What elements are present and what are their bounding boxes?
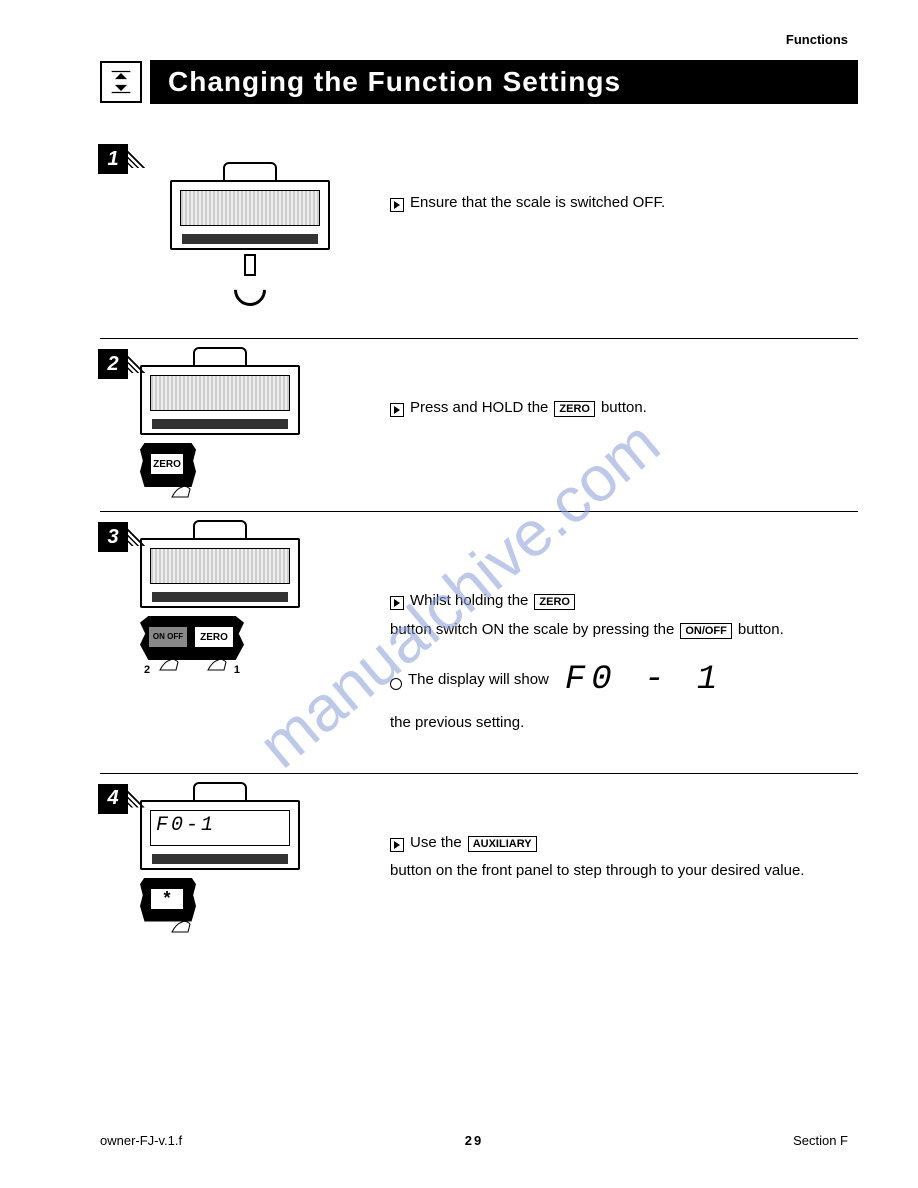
play-bullet-icon	[390, 403, 404, 417]
remote-icon: *	[140, 878, 200, 922]
instruction-text: Whilst holding the ZERO button switch ON…	[390, 530, 858, 749]
page-footer: owner-FJ-v.1.f 29 Section F	[100, 1133, 848, 1148]
step-2: 2 ZERO Press and HOLD the ZERO button.	[100, 339, 858, 512]
text-part: button.	[738, 619, 784, 642]
illustration	[100, 152, 360, 314]
step-number-badge: 1	[98, 144, 134, 180]
instruction-text: Ensure that the scale is switched OFF.	[390, 152, 858, 314]
zero-key-label: ZERO	[534, 594, 575, 610]
text-part: The display will show	[408, 669, 549, 692]
footer-left: owner-FJ-v.1.f	[100, 1133, 182, 1148]
finger-press-icon	[170, 481, 194, 499]
display-readout: F0-1	[156, 814, 216, 837]
text-part: Use the	[410, 832, 462, 855]
text-part: Whilst holding the	[410, 590, 528, 613]
step-number-badge: 3	[98, 522, 134, 558]
finger-press-icon	[170, 916, 194, 934]
zero-button-icon: ZERO	[194, 626, 234, 648]
remote-two-icon: ON OFF ZERO 2 1	[140, 616, 248, 660]
finger-press-icon	[158, 654, 182, 672]
play-bullet-icon	[390, 596, 404, 610]
text-part: button.	[601, 397, 647, 420]
illustration: F0-1 *	[100, 792, 360, 922]
text-part: Press and HOLD the	[410, 397, 548, 420]
remote-icon: ZERO	[140, 443, 200, 487]
instruction-text: Use the AUXILIARY button on the front pa…	[390, 792, 858, 922]
scale-compress-icon	[100, 61, 142, 103]
hook-icon	[230, 254, 270, 314]
text-part: button on the front panel to step throug…	[390, 860, 804, 883]
text-part: the previous setting.	[390, 712, 524, 735]
instruction-text: Press and HOLD the ZERO button.	[390, 357, 858, 487]
title-row: Changing the Function Settings	[100, 60, 858, 104]
header-section-label: Functions	[786, 32, 848, 47]
press-order-1: 1	[234, 664, 240, 676]
zero-button-icon: ZERO	[150, 453, 184, 475]
step-3: 3 ON OFF ZERO 2 1	[100, 512, 858, 774]
onoff-button-icon: ON OFF	[148, 626, 188, 648]
finger-press-icon	[206, 654, 230, 672]
page-number: 29	[465, 1133, 483, 1148]
step-number-badge: 2	[98, 349, 134, 385]
play-bullet-icon	[390, 198, 404, 212]
scale-display-icon	[140, 365, 300, 435]
segment-display-value: F0 - 1	[555, 655, 733, 706]
illustration: ZERO	[100, 357, 360, 487]
step-1: 1 Ensure that the scale is switched OFF.	[100, 134, 858, 339]
auxiliary-key-label: AUXILIARY	[468, 836, 537, 852]
scale-display-icon: F0-1	[140, 800, 300, 870]
step-number-badge: 4	[98, 784, 134, 820]
footer-right: Section F	[793, 1133, 848, 1148]
aux-button-icon: *	[150, 888, 184, 910]
illustration: ON OFF ZERO 2 1	[100, 530, 360, 749]
page-title: Changing the Function Settings	[150, 60, 858, 104]
play-bullet-icon	[390, 838, 404, 852]
step-4: 4 F0-1 * Use the AUXILIARY butto	[100, 774, 858, 946]
circle-bullet-icon	[390, 678, 402, 690]
scale-device-icon	[170, 180, 330, 250]
instruction-line: Ensure that the scale is switched OFF.	[410, 192, 665, 215]
press-order-2: 2	[144, 664, 150, 676]
text-part: button switch ON the scale by pressing t…	[390, 619, 674, 642]
scale-display-icon	[140, 538, 300, 608]
zero-key-label: ZERO	[554, 401, 595, 417]
onoff-key-label: ON/OFF	[680, 623, 732, 639]
manual-page: Functions Changing the Function Settings…	[0, 0, 918, 1188]
